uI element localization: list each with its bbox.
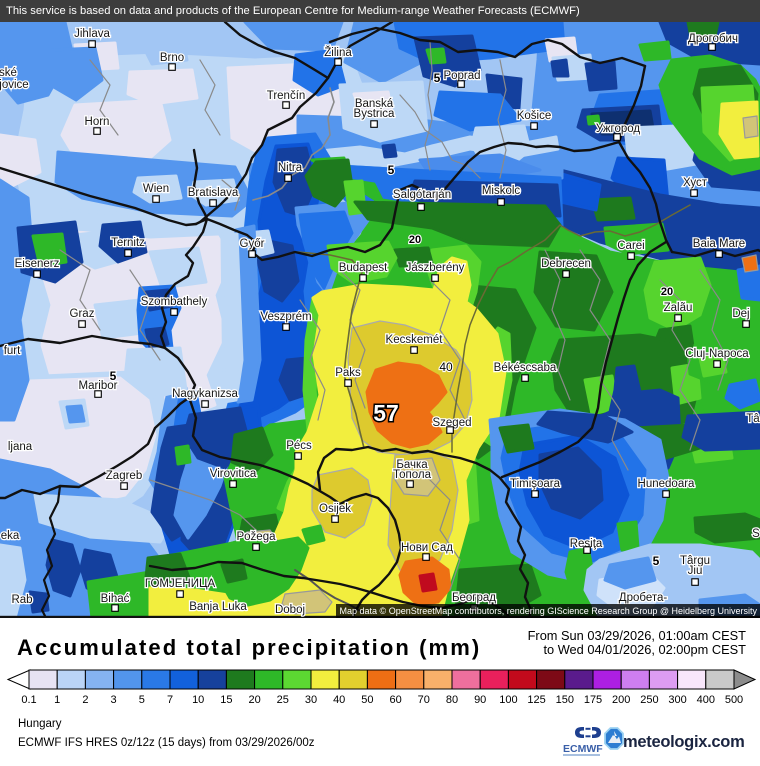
svg-text:Hunedoara: Hunedoara	[638, 478, 696, 490]
svg-text:Žilina: Žilina	[324, 46, 352, 59]
svg-text:Debrecen: Debrecen	[541, 258, 591, 270]
svg-text:Maribor: Maribor	[79, 380, 118, 392]
svg-text:Győr: Győr	[240, 238, 265, 250]
svg-text:Salgótarján: Salgótarján	[393, 189, 451, 201]
svg-text:Nagykanizsa: Nagykanizsa	[172, 388, 238, 400]
svg-text:Eisenerz: Eisenerz	[15, 258, 60, 270]
svg-text:20: 20	[661, 286, 673, 298]
svg-text:57: 57	[373, 400, 399, 426]
svg-text:Poprad: Poprad	[443, 70, 480, 82]
svg-text:Trenčín: Trenčín	[267, 90, 306, 102]
svg-text:Szombathely: Szombathely	[141, 296, 208, 308]
svg-text:Košice: Košice	[517, 110, 552, 122]
svg-text:Pécs: Pécs	[286, 440, 312, 452]
svg-text:Virovitica: Virovitica	[210, 468, 257, 480]
svg-text:Jihlava: Jihlava	[74, 28, 110, 40]
svg-text:Jiu: Jiu	[688, 565, 703, 577]
svg-text:Kecskemét: Kecskemét	[386, 334, 444, 346]
svg-text:Топола: Топола	[393, 469, 432, 481]
svg-text:Szeged: Szeged	[432, 417, 471, 429]
svg-text:Дробета-: Дробета-	[619, 592, 668, 604]
svg-text:Banská: Banská	[355, 98, 394, 110]
svg-text:Bratislava: Bratislava	[188, 187, 239, 199]
svg-text:Zalãu: Zalãu	[664, 302, 693, 314]
svg-text:Cluj-Napoca: Cluj-Napoca	[685, 348, 749, 360]
svg-text:meteologix.com: meteologix.com	[623, 733, 744, 751]
svg-text:Graz: Graz	[70, 308, 95, 320]
svg-text:20: 20	[409, 234, 421, 246]
svg-text:Ternitz: Ternitz	[111, 237, 145, 249]
svg-text:Дрогобич: Дрогобич	[688, 33, 738, 45]
svg-text:Banja Luka: Banja Luka	[189, 601, 247, 613]
svg-text:Бачка: Бачка	[396, 459, 428, 471]
svg-text:5: 5	[434, 71, 441, 85]
svg-text:Хуст: Хуст	[683, 177, 708, 189]
svg-text:ské: ské	[0, 67, 17, 79]
svg-text:Tâ: Tâ	[746, 413, 760, 425]
svg-text:Bihać: Bihać	[101, 593, 130, 605]
svg-text:Нови Сад: Нови Сад	[401, 542, 453, 554]
svg-text:ГОМЈЕНИЦА: ГОМЈЕНИЦА	[145, 578, 216, 590]
svg-text:Veszprém: Veszprém	[260, 311, 311, 323]
svg-text:ljana: ljana	[8, 441, 33, 453]
svg-text:ECMWF: ECMWF	[563, 743, 603, 755]
svg-text:Jászberény: Jászberény	[406, 262, 465, 274]
svg-text:Ужгород: Ужгород	[596, 123, 640, 135]
svg-text:Resiţa: Resiţa	[570, 538, 603, 550]
svg-text:furt: furt	[4, 345, 21, 357]
svg-text:Târgu: Târgu	[680, 555, 710, 567]
svg-text:Wien: Wien	[143, 183, 169, 195]
svg-text:Baia Mare: Baia Mare	[693, 238, 745, 250]
svg-text:40: 40	[439, 360, 453, 374]
svg-text:Rab: Rab	[11, 594, 32, 606]
svg-text:Carei: Carei	[617, 240, 644, 252]
svg-text:5: 5	[388, 163, 395, 177]
svg-text:Horn: Horn	[85, 116, 110, 128]
svg-text:jovice: jovice	[0, 79, 29, 91]
svg-text:Paks: Paks	[335, 367, 361, 379]
svg-text:Budapest: Budapest	[339, 262, 388, 274]
svg-text:Београд: Београд	[452, 592, 496, 604]
svg-text:Bystrica: Bystrica	[354, 108, 396, 120]
svg-text:Požega: Požega	[236, 531, 276, 543]
svg-text:5: 5	[653, 554, 660, 568]
svg-text:Brno: Brno	[160, 52, 184, 64]
svg-text:eka: eka	[1, 530, 20, 542]
svg-text:Osijek: Osijek	[319, 503, 351, 515]
svg-text:Nitra: Nitra	[278, 162, 303, 174]
svg-text:Dej: Dej	[732, 308, 749, 320]
svg-text:Doboj: Doboj	[275, 604, 305, 616]
svg-text:Zagreb: Zagreb	[106, 470, 142, 482]
svg-text:Békéscsaba: Békéscsaba	[494, 362, 557, 374]
svg-text:5: 5	[110, 369, 117, 383]
svg-text:S: S	[752, 528, 760, 540]
svg-text:Miskolc: Miskolc	[482, 185, 521, 197]
svg-text:Timişoara: Timişoara	[510, 478, 561, 490]
